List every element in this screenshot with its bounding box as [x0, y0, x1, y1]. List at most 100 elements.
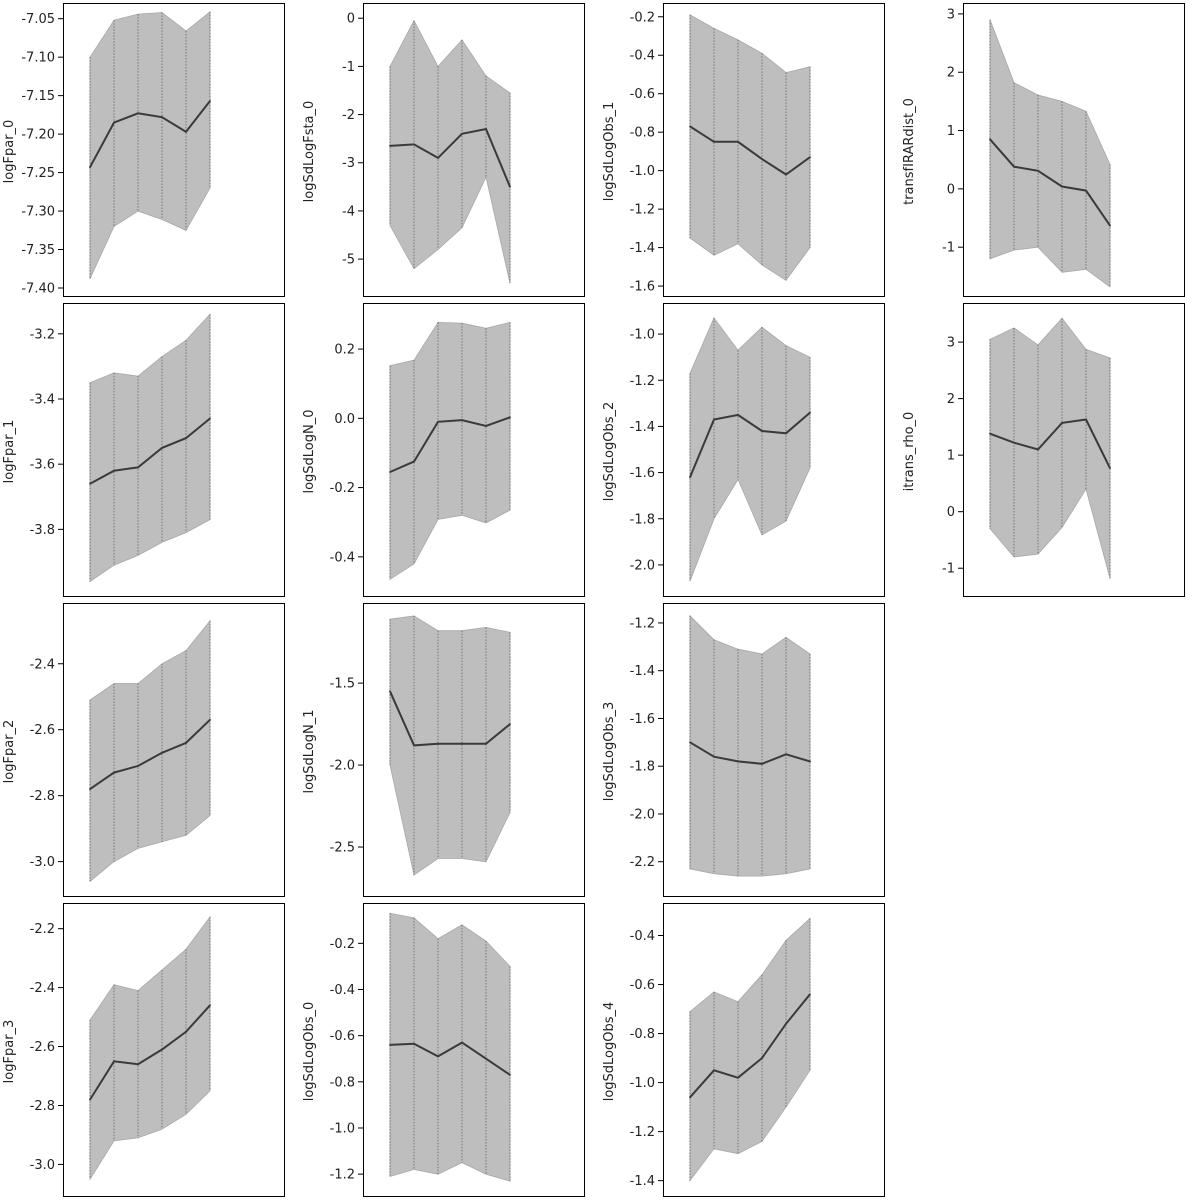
mean-point	[785, 753, 787, 756]
y-tick-label: -1.4	[630, 664, 655, 679]
y-tick-label: -0.8	[630, 126, 655, 141]
mean-point	[437, 157, 439, 159]
mean-point	[389, 690, 391, 693]
mean-point	[689, 125, 691, 128]
y-tick-label: -1.6	[630, 280, 655, 295]
mean-point	[785, 1022, 787, 1025]
y-tick-label: -1.2	[630, 1125, 655, 1140]
mean-point	[1109, 224, 1111, 227]
mean-point	[461, 1041, 463, 1044]
mean-line	[989, 138, 1111, 227]
y-tick-label: -2.4	[30, 657, 55, 672]
plot-frame	[663, 303, 885, 597]
y-tick-label: -7.20	[21, 128, 55, 143]
y-axis-label: logSdLogObs_4	[602, 1002, 617, 1102]
mean-point	[413, 744, 415, 747]
plot-frame	[663, 3, 885, 297]
y-tick-label: 0	[347, 12, 355, 27]
y-tick-label: -0.4	[630, 49, 655, 64]
mean-line	[389, 416, 511, 473]
y-tick-label: -7.35	[21, 243, 55, 258]
y-axis-label: logSdLogObs_3	[602, 702, 617, 802]
plot-frame	[63, 303, 285, 597]
mean-point	[737, 760, 739, 763]
y-tick-label: -7.15	[21, 89, 55, 104]
mean-point	[509, 416, 511, 419]
y-tick-label: 0.0	[334, 412, 355, 427]
mean-point	[1037, 448, 1039, 451]
mean-point	[1109, 467, 1111, 470]
mean-point	[485, 128, 487, 130]
y-tick-label: -1.4	[630, 1174, 655, 1189]
y-tick-label: -7.25	[21, 166, 55, 181]
mean-point	[761, 1057, 763, 1059]
mean-point	[137, 1063, 139, 1066]
confidence-band	[389, 321, 511, 581]
mean-point	[809, 760, 811, 763]
y-axis-label: logSdLogObs_2	[602, 402, 617, 502]
plot-frame	[963, 303, 1185, 597]
mean-point	[461, 419, 463, 421]
mean-point	[713, 755, 715, 758]
mean-point	[185, 742, 187, 744]
mean-point	[461, 742, 463, 745]
mean-line	[689, 125, 811, 176]
mean-point	[185, 1030, 187, 1033]
y-tick-label: 0	[947, 182, 955, 197]
y-tick-label: -0.8	[630, 1027, 655, 1042]
mean-point	[89, 166, 91, 169]
y-tick-label: -2	[342, 108, 355, 123]
plot-frame	[363, 603, 585, 897]
mean-point	[113, 469, 115, 472]
y-tick-label: -1.0	[630, 328, 655, 343]
y-tick-label: -0.6	[630, 978, 655, 993]
mean-point	[737, 1076, 739, 1079]
mean-point	[1085, 418, 1087, 421]
y-tick-label: -2.5	[330, 841, 355, 856]
y-tick-label: -2.2	[30, 922, 55, 937]
mean-point	[89, 788, 91, 790]
mean-point	[437, 1055, 439, 1058]
mean-point	[785, 173, 787, 176]
mean-point	[1013, 165, 1015, 168]
y-tick-label: -0.4	[330, 983, 355, 998]
mean-line	[389, 690, 511, 747]
y-axis-label: logSdLogN_1	[302, 709, 317, 793]
mean-line	[89, 1004, 211, 1101]
y-tick-label: -0.2	[330, 937, 355, 952]
mean-point	[809, 993, 811, 996]
y-tick-label: -1.2	[630, 616, 655, 631]
mean-point	[1013, 441, 1015, 444]
y-tick-label: -2.8	[30, 789, 55, 804]
y-tick-label: -1.0	[630, 1076, 655, 1091]
mean-point	[89, 482, 91, 485]
mean-point	[113, 771, 115, 774]
panel-logSdLogObs_0: -1.2 -1.0 -0.8 -0.6 -0.4 -0.2 logSdLogObs_0	[302, 903, 585, 1197]
y-tick-label: -1.4	[630, 420, 655, 435]
mean-point	[1061, 185, 1063, 188]
y-tick-label: 1	[947, 124, 955, 139]
plot-frame	[963, 3, 1185, 297]
y-tick-label: -1.5	[330, 677, 355, 692]
mean-point	[737, 140, 739, 143]
y-axis-label: logSdLogFsta_0	[302, 101, 317, 203]
y-axis-label: logFpar_2	[2, 720, 17, 784]
panel-logFpar_2: -3.0 -2.8 -2.6 -2.4 logFpar_2	[2, 603, 285, 897]
mean-point	[161, 1048, 163, 1051]
mean-point	[161, 751, 163, 754]
mean-point	[413, 460, 415, 463]
y-tick-label: -1.2	[330, 1168, 355, 1183]
mean-point	[185, 130, 187, 133]
y-axis-label: logSdLogObs_1	[602, 102, 617, 202]
confidence-band	[689, 614, 811, 877]
mean-point	[209, 718, 211, 721]
y-tick-label: -3.2	[30, 327, 55, 342]
mean-point	[761, 762, 763, 765]
panel-logSdLogObs_3: -2.2 -2.0 -1.8 -1.6 -1.4 -1.2 logSdLogObs_3	[602, 603, 885, 897]
y-tick-label: -1	[942, 241, 955, 256]
y-tick-label: -2.0	[630, 807, 655, 822]
mean-line	[689, 741, 811, 765]
panel-transfIRARdist_0: -1 0 1 2 3 transfIRARdist_0	[902, 3, 1185, 297]
mean-point	[785, 432, 787, 435]
mean-point	[761, 158, 763, 161]
